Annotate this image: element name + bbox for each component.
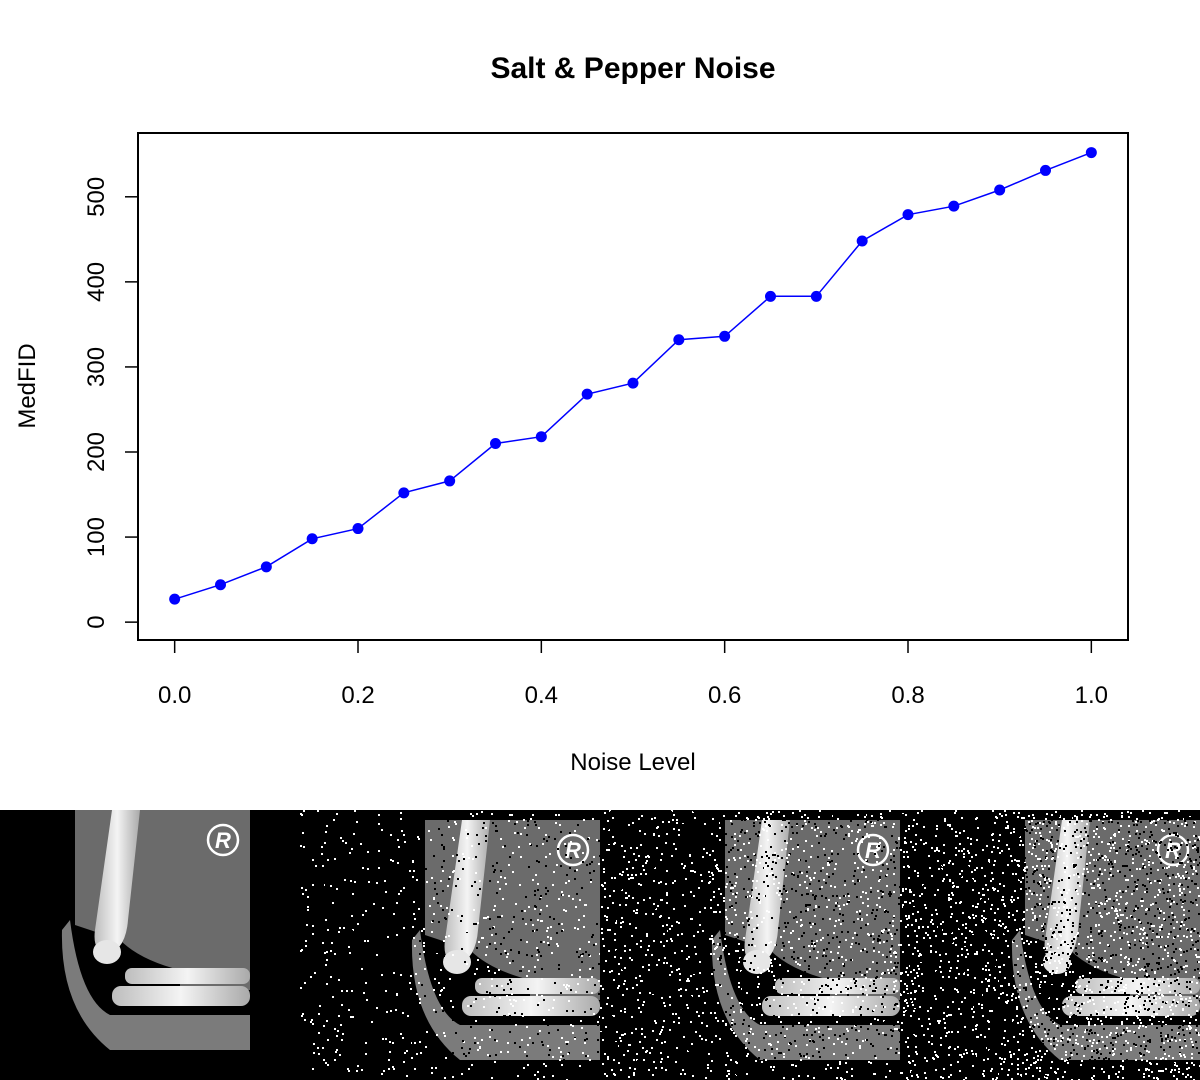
data-point xyxy=(810,290,822,302)
data-point xyxy=(306,533,318,545)
data-point xyxy=(902,209,914,221)
xray-soft-tissue-lower xyxy=(411,930,600,1060)
xray-image-strip: R R R R xyxy=(0,810,1200,1080)
x-tick-label: 0.8 xyxy=(891,682,924,709)
data-point xyxy=(994,184,1006,196)
salt-pepper-noise xyxy=(600,810,900,1080)
salt-pepper-noise xyxy=(900,810,1200,1080)
x-tick-label: 0.6 xyxy=(708,682,741,709)
y-tick-label: 500 xyxy=(83,177,110,217)
xray-image: R xyxy=(300,810,600,1080)
x-tick-label: 0.4 xyxy=(525,682,558,709)
chart-title: Salt & Pepper Noise xyxy=(490,52,775,85)
r-marker-letter: R xyxy=(1165,838,1181,863)
data-point xyxy=(948,200,960,212)
xray-ulna xyxy=(762,996,900,1016)
xray-condyle xyxy=(1043,950,1071,974)
r-marker-letter: R xyxy=(215,828,231,853)
y-axis-label: MedFID xyxy=(14,343,41,428)
xray-humerus xyxy=(94,810,140,955)
xray-radius xyxy=(1075,978,1200,994)
x-tick-label: 1.0 xyxy=(1075,682,1108,709)
x-axis-label: Noise Level xyxy=(570,749,695,776)
xray-soft-tissue-lower xyxy=(61,920,250,1050)
y-tick-label: 300 xyxy=(83,347,110,387)
xray-ulna xyxy=(112,986,250,1006)
data-point xyxy=(627,377,639,389)
r-marker-letter: R xyxy=(865,838,881,863)
data-point xyxy=(490,437,501,449)
xray-image: R xyxy=(61,810,300,1080)
y-tick-label: 400 xyxy=(83,262,110,302)
elbow-xray: R xyxy=(61,810,250,1050)
xray-image: R xyxy=(600,810,900,1080)
xray-panel-original: R xyxy=(0,810,300,1080)
data-point xyxy=(169,593,181,605)
y-tick-label: 200 xyxy=(83,432,110,472)
data-point xyxy=(765,290,776,302)
xray-humerus xyxy=(444,820,490,965)
data-point xyxy=(581,388,593,400)
xray-panel-noisy-high: R xyxy=(900,810,1200,1080)
x-tick-label: 0.0 xyxy=(158,682,191,709)
xray-condyle xyxy=(443,950,471,974)
xray-condyle xyxy=(743,950,771,974)
xray-panel-noisy-low: R xyxy=(300,810,600,1080)
salt-pepper-noise xyxy=(300,810,600,1080)
x-axis: 0.0 0.2 0.4 0.6 0.8 1.0 xyxy=(158,639,1108,709)
data-point xyxy=(1040,164,1051,176)
xray-panel-noisy-mid: R xyxy=(600,810,900,1080)
series-layer xyxy=(169,147,1097,605)
data-point xyxy=(398,487,410,499)
xray-ulna xyxy=(462,996,600,1016)
xray-radius xyxy=(125,968,250,984)
data-point xyxy=(1085,147,1097,159)
data-point xyxy=(352,523,364,535)
line-chart: Salt & Pepper Noise 0.0 0.2 0.4 0.6 0.8 1.0 0… xyxy=(14,52,1129,776)
data-point xyxy=(856,235,868,247)
data-point xyxy=(719,330,731,342)
x-tick-label: 0.2 xyxy=(341,682,374,709)
xray-image: R xyxy=(900,810,1200,1080)
xray-radius xyxy=(475,978,600,994)
series-line xyxy=(174,151,1092,600)
r-marker-letter: R xyxy=(565,838,581,863)
data-point xyxy=(535,431,547,443)
y-tick-label: 100 xyxy=(83,517,110,557)
y-tick-label: 0 xyxy=(83,615,110,628)
data-point xyxy=(673,334,685,346)
r-marker-circle xyxy=(206,823,240,857)
xray-black-margin xyxy=(250,810,300,1080)
y-axis: 0 100 200 300 400 500 xyxy=(83,177,139,629)
xray-condyle xyxy=(93,940,121,964)
data-point xyxy=(215,579,226,591)
data-point xyxy=(444,475,456,487)
data-point xyxy=(260,561,272,573)
r-marker-circle xyxy=(856,833,890,867)
